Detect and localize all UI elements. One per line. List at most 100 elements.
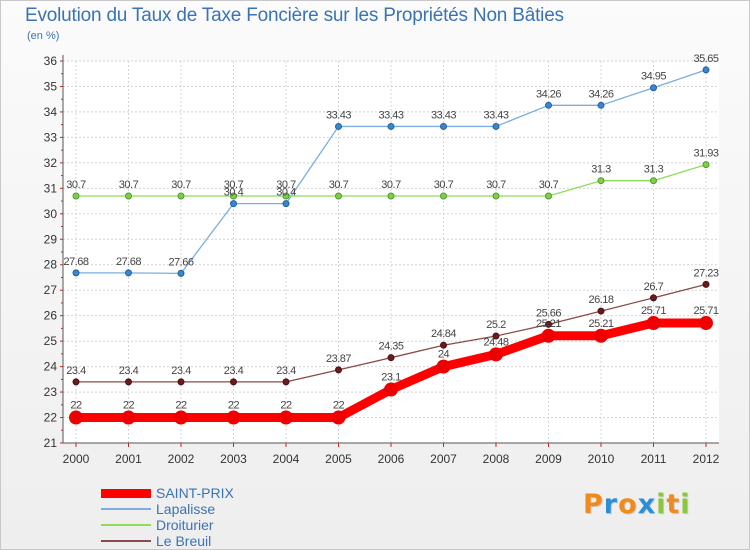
data-label-le-breuil: 24.84 xyxy=(431,328,456,340)
data-point-droiturier xyxy=(650,177,657,185)
data-label-lapalisse: 27.68 xyxy=(63,256,88,268)
data-label-droiturier: 31.93 xyxy=(693,148,718,160)
data-point-saint-prix xyxy=(489,347,503,362)
data-point-droiturier xyxy=(335,192,342,200)
x-tick-label: 2000 xyxy=(63,452,90,466)
y-tick-label: 35 xyxy=(44,79,58,93)
data-label-droiturier: 30.7 xyxy=(434,179,454,191)
data-point-lapalisse xyxy=(335,122,342,130)
data-label-droiturier: 30.7 xyxy=(381,179,401,191)
data-label-saint-prix: 22 xyxy=(70,400,82,412)
data-point-le-breuil xyxy=(125,378,132,386)
data-label-saint-prix: 25.21 xyxy=(588,318,613,330)
y-tick-label: 32 xyxy=(44,156,58,170)
data-label-saint-prix: 24.48 xyxy=(483,336,508,348)
data-point-lapalisse xyxy=(230,200,237,208)
data-point-droiturier xyxy=(597,177,605,185)
data-point-le-breuil xyxy=(597,307,605,315)
legend-swatch xyxy=(101,508,151,510)
data-point-droiturier xyxy=(492,192,500,200)
legend-label: Le Breuil xyxy=(156,533,212,549)
data-point-le-breuil xyxy=(335,366,342,374)
x-tick-label: 2004 xyxy=(273,452,300,466)
data-label-lapalisse: 34.26 xyxy=(588,88,613,100)
y-tick-label: 23 xyxy=(44,385,58,399)
x-tick-label: 2007 xyxy=(430,452,457,466)
data-point-le-breuil xyxy=(650,294,657,302)
data-point-saint-prix xyxy=(226,410,241,425)
data-label-saint-prix: 22 xyxy=(228,400,240,412)
data-label-droiturier: 30.7 xyxy=(119,179,139,191)
data-point-lapalisse xyxy=(545,101,552,109)
x-tick-label: 2012 xyxy=(693,452,720,466)
x-tick-label: 2010 xyxy=(588,452,615,466)
data-label-lapalisse: 33.43 xyxy=(326,109,351,121)
data-point-saint-prix xyxy=(541,328,556,343)
y-tick-label: 22 xyxy=(44,411,58,425)
y-tick-label: 31 xyxy=(44,181,58,195)
data-point-lapalisse xyxy=(177,269,185,277)
data-label-le-breuil: 23.4 xyxy=(276,365,296,377)
data-label-lapalisse: 34.26 xyxy=(536,88,561,100)
data-point-le-breuil xyxy=(282,378,290,386)
data-label-droiturier: 30.7 xyxy=(486,179,506,191)
logo-letter: r xyxy=(603,489,619,520)
y-tick-label: 26 xyxy=(44,309,58,323)
legend-swatch xyxy=(101,540,151,542)
data-label-droiturier: 30.7 xyxy=(276,179,296,191)
data-point-droiturier xyxy=(125,192,132,200)
data-label-saint-prix: 24 xyxy=(438,349,450,361)
data-label-saint-prix: 22 xyxy=(175,400,187,412)
data-label-lapalisse: 30.4 xyxy=(276,187,296,199)
data-point-le-breuil xyxy=(702,280,710,288)
data-point-droiturier xyxy=(440,192,447,200)
data-point-saint-prix xyxy=(436,359,451,374)
data-point-lapalisse xyxy=(282,200,290,208)
data-label-saint-prix: 22 xyxy=(280,400,292,412)
logo-letter: x xyxy=(637,489,657,520)
y-tick-label: 28 xyxy=(44,258,58,272)
data-label-saint-prix: 25.71 xyxy=(641,305,666,317)
data-label-lapalisse: 30.4 xyxy=(224,187,244,199)
data-label-lapalisse: 35.65 xyxy=(693,53,718,65)
data-point-le-breuil xyxy=(230,378,237,386)
data-point-lapalisse xyxy=(440,122,447,130)
data-label-le-breuil: 24.35 xyxy=(378,341,403,353)
data-point-saint-prix xyxy=(174,410,188,425)
legend-label: Lapalisse xyxy=(156,501,216,517)
y-tick-label: 21 xyxy=(44,436,58,450)
data-point-saint-prix xyxy=(594,328,608,343)
chart-unit-label: (en %) xyxy=(27,30,60,42)
logo-letter: i xyxy=(656,489,667,520)
data-label-saint-prix: 23.1 xyxy=(381,372,401,384)
data-label-le-breuil: 25.66 xyxy=(536,307,561,319)
data-label-saint-prix: 22 xyxy=(123,400,135,412)
x-tick-label: 2001 xyxy=(115,452,142,466)
y-tick-label: 34 xyxy=(44,105,58,119)
legend-swatch xyxy=(101,524,151,526)
data-label-lapalisse: 33.43 xyxy=(378,109,403,121)
data-point-saint-prix xyxy=(384,382,398,397)
legend-label: Droiturier xyxy=(156,517,214,533)
data-point-lapalisse xyxy=(650,84,657,92)
logo-letter: i xyxy=(680,489,691,520)
logo-letter: t xyxy=(666,489,681,520)
data-label-lapalisse: 33.43 xyxy=(431,109,456,121)
data-label-saint-prix: 22 xyxy=(333,400,345,412)
data-point-droiturier xyxy=(702,161,710,169)
y-tick-label: 25 xyxy=(44,334,58,348)
y-tick-label: 24 xyxy=(44,360,58,374)
data-point-droiturier xyxy=(177,192,185,200)
y-tick-label: 27 xyxy=(44,283,58,297)
data-point-droiturier xyxy=(72,192,80,200)
chart-title: Evolution du Taux de Taxe Foncière sur l… xyxy=(25,5,564,26)
proxiti-logo: Proxiti xyxy=(583,489,691,520)
data-label-droiturier: 30.7 xyxy=(171,179,191,191)
data-point-droiturier xyxy=(230,192,237,200)
data-label-lapalisse: 34.95 xyxy=(641,71,666,83)
data-label-droiturier: 31.3 xyxy=(591,164,611,176)
data-label-le-breuil: 23.4 xyxy=(119,365,139,377)
y-tick-label: 36 xyxy=(44,54,58,68)
